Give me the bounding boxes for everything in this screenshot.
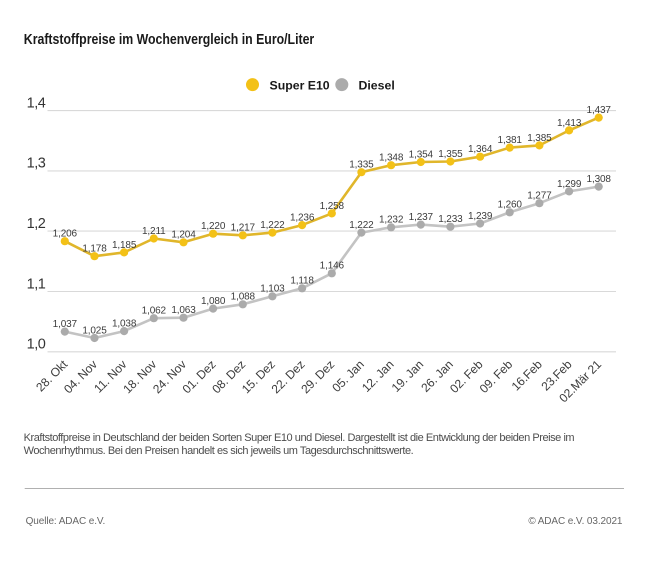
svg-text:1,258: 1,258 [320,201,345,212]
svg-text:1,232: 1,232 [379,215,404,226]
svg-text:Kraftstoffpreise in Deutschlan: Kraftstoffpreise in Deutschland der beid… [24,432,575,444]
svg-text:04. Nov: 04. Nov [61,357,100,396]
svg-text:Super E10: Super E10 [270,79,330,93]
svg-text:1,178: 1,178 [82,244,107,255]
svg-text:1,308: 1,308 [587,174,612,185]
svg-text:16.Feb: 16.Feb [509,357,545,393]
svg-text:1,260: 1,260 [498,200,523,211]
svg-text:1,038: 1,038 [112,319,137,330]
svg-text:1,233: 1,233 [438,214,463,225]
svg-text:1,211: 1,211 [142,226,166,237]
svg-text:1,335: 1,335 [349,160,374,171]
svg-text:Quelle: ADAC e.V.: Quelle: ADAC e.V. [26,516,106,527]
svg-text:1,185: 1,185 [112,240,137,251]
svg-text:1,237: 1,237 [409,212,434,223]
svg-text:1,222: 1,222 [349,220,374,231]
svg-text:1,220: 1,220 [201,221,226,232]
svg-text:1,355: 1,355 [438,149,463,160]
svg-text:1,062: 1,062 [142,306,167,317]
svg-text:1,277: 1,277 [527,191,552,202]
svg-text:12. Jan: 12. Jan [359,357,396,394]
svg-text:1,437: 1,437 [587,105,612,116]
svg-text:Wochenrhythmus. Bei den Preise: Wochenrhythmus. Bei den Preisen handelt … [24,445,414,457]
svg-text:29. Dez: 29. Dez [298,357,337,396]
svg-text:1,118: 1,118 [290,276,314,287]
svg-text:1,080: 1,080 [201,296,226,307]
svg-text:1,206: 1,206 [53,229,78,240]
svg-text:1,146: 1,146 [320,261,345,272]
svg-text:1,385: 1,385 [527,133,552,144]
svg-text:1,2: 1,2 [27,216,46,232]
svg-text:1,103: 1,103 [260,284,285,295]
svg-text:1,222: 1,222 [260,220,285,231]
svg-text:19. Jan: 19. Jan [389,357,426,394]
svg-text:1,3: 1,3 [27,156,46,172]
svg-text:05. Jan: 05. Jan [329,357,366,394]
svg-text:1,364: 1,364 [468,144,493,155]
svg-text:© ADAC e.V. 03.2021: © ADAC e.V. 03.2021 [528,516,623,527]
svg-text:1,413: 1,413 [557,118,582,129]
svg-text:Kraftstoffpreise im Wochenverg: Kraftstoffpreise im Wochenvergleich in E… [24,31,315,47]
svg-text:1,354: 1,354 [409,149,434,160]
svg-text:Diesel: Diesel [359,79,395,93]
svg-text:1,348: 1,348 [379,153,404,164]
svg-text:1,1: 1,1 [27,276,46,292]
svg-text:1,239: 1,239 [468,211,493,222]
svg-text:09. Feb: 09. Feb [477,357,516,396]
svg-text:1,299: 1,299 [557,179,582,190]
svg-text:1,037: 1,037 [53,319,78,330]
svg-text:1,204: 1,204 [171,230,196,241]
svg-text:1,236: 1,236 [290,213,315,224]
svg-text:1,381: 1,381 [498,135,523,146]
svg-text:1,025: 1,025 [82,325,107,336]
svg-text:1,0: 1,0 [27,337,46,353]
svg-text:1,063: 1,063 [171,305,196,316]
svg-text:1,088: 1,088 [231,292,256,303]
svg-text:1,217: 1,217 [231,223,256,234]
svg-text:1,4: 1,4 [27,95,46,111]
